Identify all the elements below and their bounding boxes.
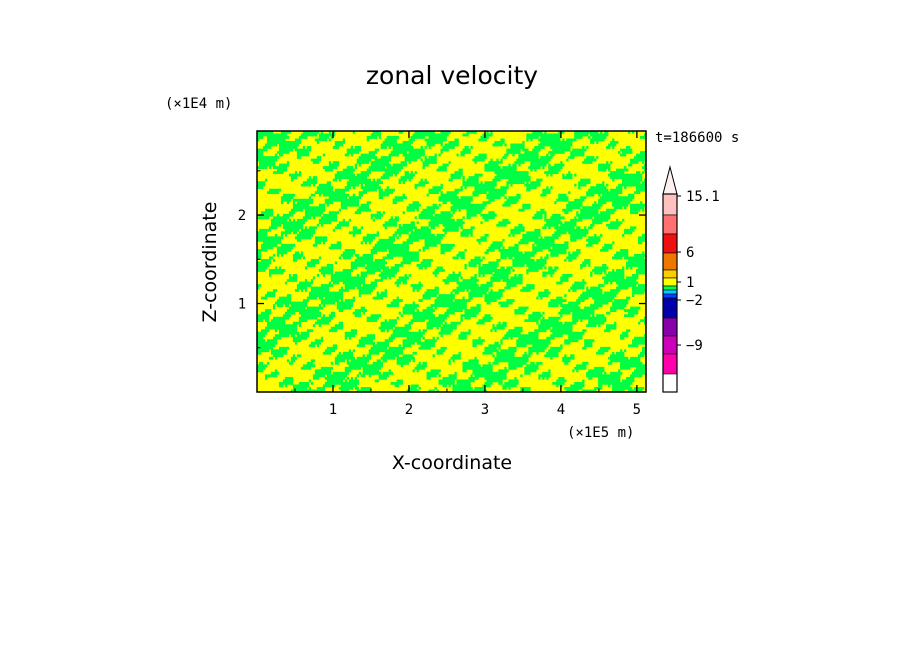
colorbar-segment	[662, 293, 678, 299]
x-tick-label: 5	[633, 402, 641, 418]
colorbar-segment	[662, 269, 678, 279]
colorbar-label: 15.1	[686, 189, 720, 205]
colorbar-segment	[662, 289, 678, 295]
x-tick-label: 4	[557, 402, 565, 418]
colorbar-label: 1	[686, 275, 694, 291]
colorbar-label: 6	[686, 245, 694, 261]
x-axis-label: X-coordinate	[392, 452, 512, 474]
y-axis-label: Z-coordinate	[199, 202, 221, 323]
contour-field	[257, 131, 646, 392]
colorbar-label: −9	[686, 338, 703, 354]
colorbar-segment	[662, 335, 678, 355]
colorbar-frame	[662, 193, 678, 393]
time-label: t=186600 s	[655, 130, 739, 146]
colorbar-extend-arrow	[662, 165, 678, 195]
plot-frame	[256, 130, 647, 393]
colorbar-segment	[662, 233, 678, 254]
y-tick-label: 1	[238, 297, 246, 313]
colorbar: 15.1 6 1 −2 −9	[662, 165, 720, 393]
colorbar-segment	[662, 297, 678, 319]
x-tick-label: 3	[481, 402, 489, 418]
x-multiplier-label: (×1E5 m)	[567, 425, 634, 441]
y-multiplier-label: (×1E4 m)	[165, 96, 232, 112]
chart-title: zonal velocity	[366, 61, 538, 90]
field-green-regions	[257, 131, 646, 392]
x-tick-label: 2	[405, 402, 413, 418]
colorbar-segment	[662, 317, 678, 337]
x-tick-label: 1	[329, 402, 337, 418]
colorbar-segment	[662, 277, 678, 287]
colorbar-label: −2	[686, 293, 703, 309]
y-axis: 12	[238, 170, 646, 349]
y-tick-label: 2	[238, 208, 246, 224]
colorbar-segment	[662, 353, 678, 375]
colorbar-segment	[662, 252, 678, 271]
colorbar-segment	[662, 193, 678, 216]
colorbar-segment	[662, 214, 678, 235]
x-axis: 1 2 3 4 5	[294, 131, 641, 418]
colorbar-segment	[662, 285, 678, 291]
